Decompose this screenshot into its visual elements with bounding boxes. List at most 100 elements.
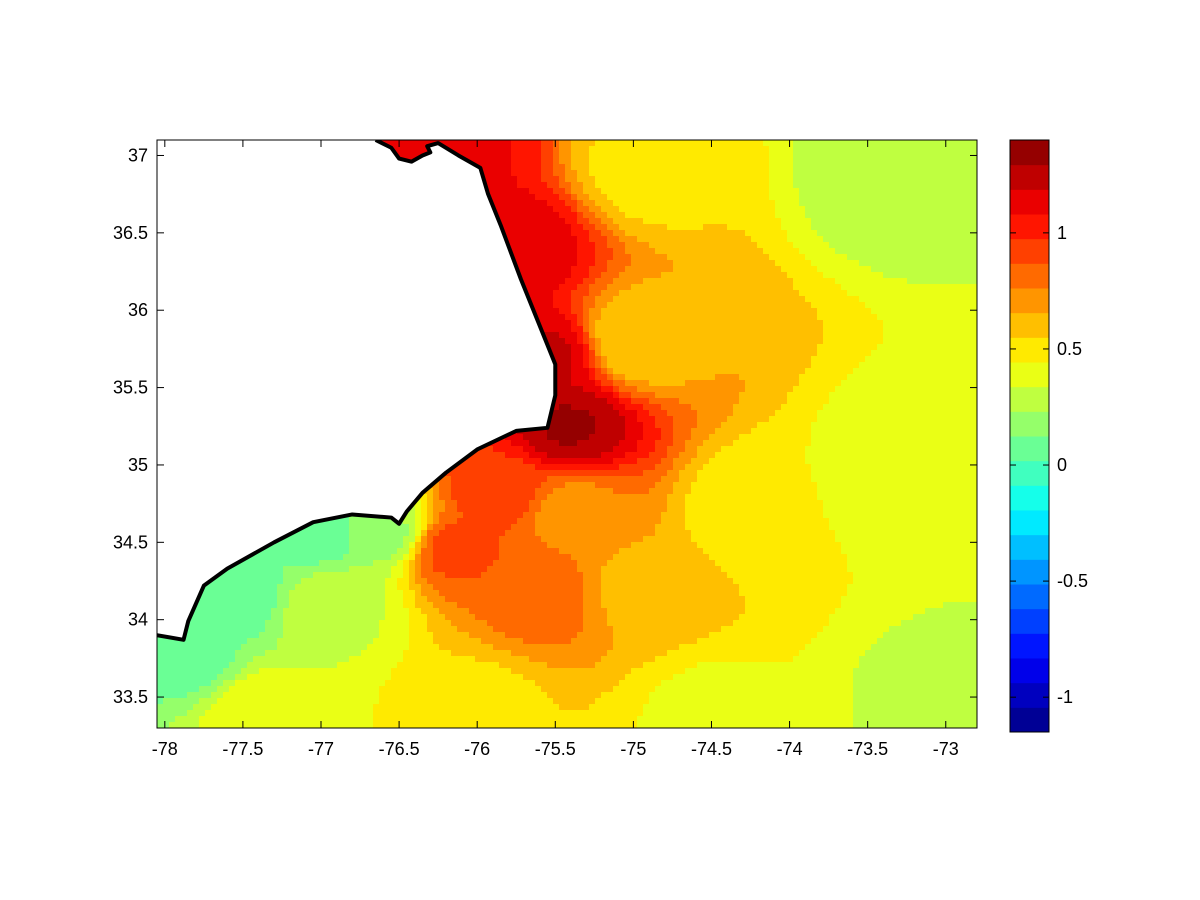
field-cell	[559, 158, 566, 165]
field-cell	[823, 242, 830, 249]
field-cell	[595, 284, 602, 291]
field-cell	[775, 146, 782, 153]
field-cell	[679, 296, 686, 303]
field-cell	[841, 350, 848, 357]
field-cell	[685, 338, 692, 345]
field-cell	[769, 164, 776, 171]
field-cell	[589, 260, 596, 267]
field-cell	[817, 194, 824, 201]
field-cell	[955, 176, 962, 183]
field-cell	[691, 350, 698, 357]
field-cell	[793, 326, 800, 333]
field-cell	[757, 320, 764, 327]
field-cell	[523, 218, 530, 225]
field-cell	[667, 338, 674, 345]
field-cell	[619, 326, 626, 333]
field-cell	[907, 194, 914, 201]
field-cell	[877, 176, 884, 183]
field-cell	[889, 338, 896, 345]
field-cell	[841, 266, 848, 273]
field-cell	[799, 206, 806, 213]
field-cell	[967, 350, 974, 357]
field-cell	[943, 314, 950, 321]
field-cell	[865, 200, 872, 207]
field-cell	[961, 350, 968, 357]
field-cell	[781, 254, 788, 261]
field-cell	[961, 140, 968, 147]
field-cell	[889, 212, 896, 219]
field-cell	[619, 140, 626, 147]
field-cell	[583, 254, 590, 261]
field-cell	[565, 218, 572, 225]
field-cell	[667, 242, 674, 249]
field-cell	[619, 194, 626, 201]
field-cell	[871, 260, 878, 267]
field-cell	[901, 338, 908, 345]
field-cell	[505, 176, 512, 183]
field-cell	[601, 254, 608, 261]
field-cell	[547, 146, 554, 153]
field-cell	[817, 212, 824, 219]
field-cell	[949, 308, 956, 315]
field-cell	[703, 278, 710, 285]
field-cell	[523, 146, 530, 153]
field-cell	[661, 236, 668, 243]
field-cell	[673, 194, 680, 201]
field-cell	[949, 224, 956, 231]
field-cell	[733, 296, 740, 303]
field-cell	[799, 140, 806, 147]
field-cell	[487, 188, 494, 195]
field-cell	[721, 224, 728, 231]
field-cell	[745, 152, 752, 159]
field-cell	[763, 260, 770, 267]
field-cell	[679, 344, 686, 351]
field-cell	[709, 332, 716, 339]
field-cell	[751, 302, 758, 309]
field-cell	[571, 164, 578, 171]
field-cell	[643, 182, 650, 189]
field-cell	[913, 302, 920, 309]
field-cell	[697, 170, 704, 177]
field-cell	[637, 302, 644, 309]
field-cell	[757, 314, 764, 321]
field-cell	[685, 212, 692, 219]
field-cell	[733, 344, 740, 351]
field-cell	[805, 164, 812, 171]
field-cell	[727, 308, 734, 315]
field-cell	[925, 266, 932, 273]
field-cell	[853, 254, 860, 261]
field-cell	[829, 230, 836, 237]
field-cell	[565, 254, 572, 261]
field-cell	[973, 158, 977, 165]
field-cell	[679, 266, 686, 273]
field-cell	[607, 308, 614, 315]
field-cell	[751, 140, 758, 147]
field-cell	[613, 290, 620, 297]
field-cell	[901, 140, 908, 147]
field-cell	[907, 260, 914, 267]
field-cell	[631, 302, 638, 309]
field-cell	[973, 332, 977, 339]
field-cell	[643, 152, 650, 159]
field-cell	[505, 200, 512, 207]
field-cell	[919, 188, 926, 195]
field-cell	[919, 314, 926, 321]
field-cell	[829, 248, 836, 255]
field-cell	[583, 332, 590, 339]
field-cell	[559, 302, 566, 309]
field-cell	[625, 302, 632, 309]
field-cell	[901, 314, 908, 321]
field-cell	[745, 332, 752, 339]
field-cell	[625, 206, 632, 213]
field-cell	[595, 152, 602, 159]
field-cell	[595, 140, 602, 147]
field-cell	[619, 266, 626, 273]
field-cell	[949, 164, 956, 171]
field-cell	[787, 230, 794, 237]
field-cell	[505, 170, 512, 177]
field-cell	[901, 194, 908, 201]
field-cell	[523, 164, 530, 171]
field-cell	[619, 200, 626, 207]
field-cell	[835, 176, 842, 183]
field-cell	[943, 248, 950, 255]
